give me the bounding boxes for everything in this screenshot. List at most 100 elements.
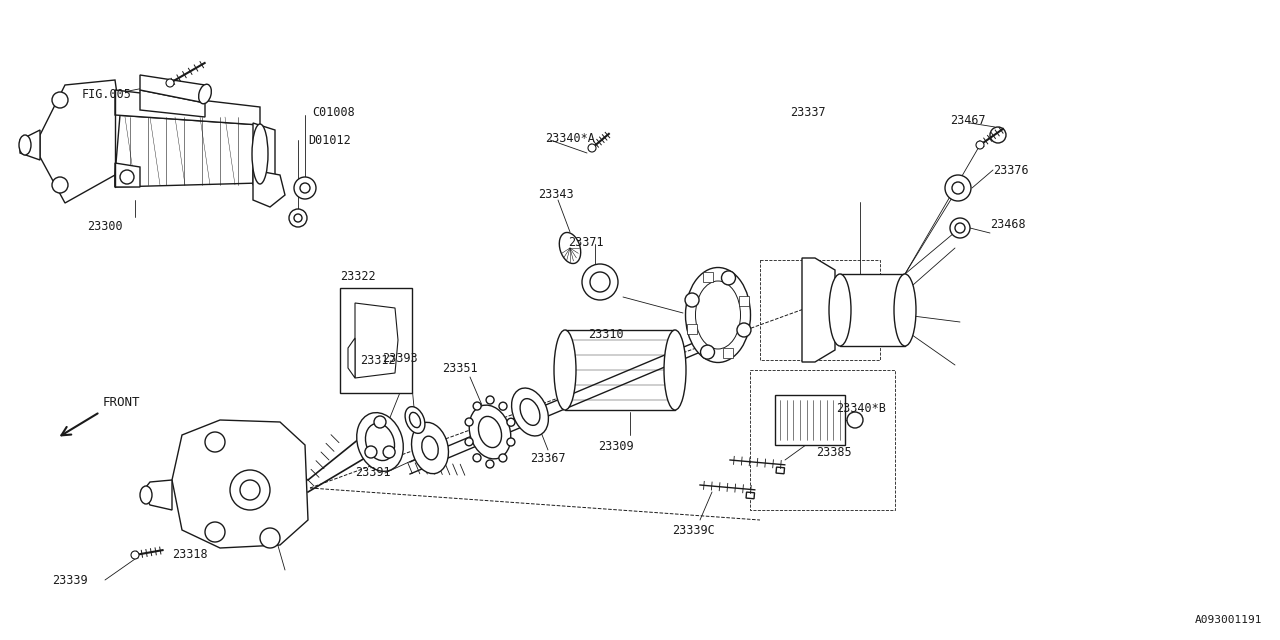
Text: 23339C: 23339C — [672, 524, 714, 536]
Ellipse shape — [140, 486, 152, 504]
Text: 23309: 23309 — [598, 440, 634, 452]
Ellipse shape — [664, 330, 686, 410]
Ellipse shape — [520, 399, 540, 426]
Polygon shape — [803, 258, 835, 362]
Ellipse shape — [19, 135, 31, 155]
Circle shape — [486, 460, 494, 468]
Text: 23393: 23393 — [381, 351, 417, 365]
Circle shape — [300, 183, 310, 193]
Circle shape — [383, 446, 396, 458]
Circle shape — [294, 214, 302, 222]
Circle shape — [955, 223, 965, 233]
Circle shape — [131, 551, 140, 559]
Bar — [740, 296, 749, 307]
Ellipse shape — [695, 281, 741, 349]
Polygon shape — [348, 338, 355, 378]
Polygon shape — [355, 303, 398, 378]
Circle shape — [590, 272, 611, 292]
Circle shape — [260, 528, 280, 548]
Circle shape — [486, 396, 494, 404]
Polygon shape — [172, 420, 308, 548]
Circle shape — [474, 402, 481, 410]
Ellipse shape — [421, 436, 438, 460]
Text: 23385: 23385 — [817, 445, 851, 458]
Bar — [340, 288, 412, 393]
Circle shape — [205, 522, 225, 542]
Circle shape — [507, 438, 515, 446]
Text: C01008: C01008 — [312, 106, 355, 118]
Ellipse shape — [470, 405, 511, 459]
Circle shape — [465, 438, 474, 446]
Circle shape — [294, 177, 316, 199]
Circle shape — [120, 170, 134, 184]
Circle shape — [230, 470, 270, 510]
Ellipse shape — [198, 84, 211, 104]
Text: 23343: 23343 — [538, 189, 573, 202]
Text: 23340*B: 23340*B — [836, 401, 886, 415]
Circle shape — [847, 412, 863, 428]
Circle shape — [737, 323, 751, 337]
Circle shape — [507, 418, 515, 426]
Ellipse shape — [412, 422, 448, 474]
Circle shape — [588, 144, 596, 152]
Ellipse shape — [512, 388, 548, 436]
Text: 23310: 23310 — [588, 328, 623, 340]
Polygon shape — [40, 80, 120, 203]
Circle shape — [474, 454, 481, 462]
Bar — [746, 492, 754, 499]
Ellipse shape — [404, 406, 425, 433]
Circle shape — [289, 209, 307, 227]
Circle shape — [977, 141, 984, 149]
Bar — [686, 324, 696, 333]
Ellipse shape — [366, 424, 394, 461]
Ellipse shape — [554, 330, 576, 410]
Circle shape — [241, 480, 260, 500]
Polygon shape — [253, 123, 275, 185]
Bar — [840, 274, 905, 346]
Circle shape — [582, 264, 618, 300]
Circle shape — [52, 177, 68, 193]
Polygon shape — [142, 480, 172, 510]
Polygon shape — [115, 163, 140, 187]
Circle shape — [374, 416, 387, 428]
Circle shape — [365, 446, 376, 458]
Circle shape — [945, 175, 972, 201]
Ellipse shape — [357, 413, 403, 472]
Polygon shape — [253, 170, 285, 207]
Bar — [704, 273, 713, 282]
Circle shape — [205, 432, 225, 452]
Polygon shape — [140, 90, 205, 117]
Ellipse shape — [479, 417, 502, 447]
Text: D01012: D01012 — [308, 134, 351, 147]
Text: 23339: 23339 — [52, 573, 87, 586]
Bar — [776, 467, 785, 474]
Circle shape — [989, 127, 1006, 143]
Text: 23312: 23312 — [360, 353, 396, 367]
Circle shape — [685, 293, 699, 307]
Ellipse shape — [559, 232, 581, 264]
Circle shape — [700, 345, 714, 359]
Text: 23468: 23468 — [989, 218, 1025, 232]
Text: 23367: 23367 — [530, 451, 566, 465]
Text: 23376: 23376 — [993, 163, 1029, 177]
Circle shape — [465, 418, 474, 426]
Circle shape — [499, 454, 507, 462]
Text: 23351: 23351 — [442, 362, 477, 374]
Bar — [750, 370, 895, 510]
Text: 23300: 23300 — [87, 221, 123, 234]
Ellipse shape — [893, 274, 916, 346]
Circle shape — [166, 79, 174, 87]
Bar — [723, 348, 732, 358]
Circle shape — [52, 92, 68, 108]
Circle shape — [950, 218, 970, 238]
Polygon shape — [20, 130, 40, 160]
Circle shape — [722, 271, 736, 285]
Text: 23467: 23467 — [950, 113, 986, 127]
Bar — [774, 395, 845, 445]
Ellipse shape — [252, 124, 268, 184]
Text: FIG.005: FIG.005 — [82, 88, 132, 102]
Polygon shape — [115, 115, 260, 187]
Text: 23318: 23318 — [172, 548, 207, 561]
Text: 23337: 23337 — [790, 106, 826, 118]
Text: 23371: 23371 — [568, 236, 604, 248]
